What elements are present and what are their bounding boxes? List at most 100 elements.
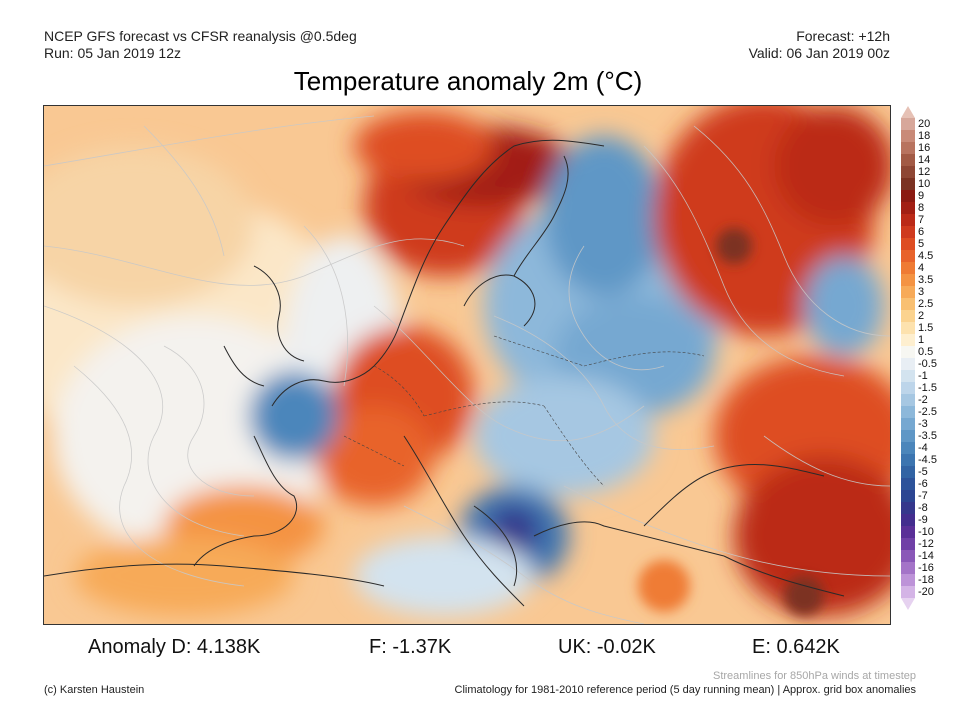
colorbar-swatch — [901, 502, 915, 514]
colorbar-label: -7 — [918, 490, 928, 502]
colorbar-swatch — [901, 178, 915, 190]
colorbar-swatch — [901, 550, 915, 562]
colorbar-swatch — [901, 190, 915, 202]
colorbar-label: -2 — [918, 394, 928, 406]
colorbar-label: 4 — [918, 262, 925, 274]
colorbar-swatch — [901, 154, 915, 166]
colorbar-swatch — [901, 574, 915, 586]
colorbar-label: -4.5 — [918, 454, 937, 466]
colorbar-label: -9 — [918, 514, 928, 526]
colorbar-swatch — [901, 142, 915, 154]
colorbar-label: -14 — [918, 550, 934, 562]
copyright-credit: (c) Karsten Haustein — [44, 684, 145, 696]
colorbar-swatch — [901, 346, 915, 358]
stat-germany: Anomaly D: 4.138K — [88, 636, 261, 658]
colorbar-swatch — [901, 358, 915, 370]
colorbar-swatch — [901, 430, 915, 442]
colorbar-swatch — [901, 274, 915, 286]
colorbar-label: -1.5 — [918, 382, 937, 394]
country-borders — [343, 335, 705, 487]
colorbar-swatch — [901, 214, 915, 226]
run-time: Run: 05 Jan 2019 12z — [44, 45, 181, 61]
colorbar-label: 6 — [918, 226, 925, 238]
colorbar-swatch — [901, 322, 915, 334]
colorbar-swatch — [901, 310, 915, 322]
colorbar-swatch — [901, 478, 915, 490]
colorbar-label: -10 — [918, 526, 934, 538]
forecast-info: Forecast: +12h Valid: 06 Jan 2019 00z — [749, 28, 890, 62]
colorbar-swatch — [901, 262, 915, 274]
colorbar-swatch — [901, 166, 915, 178]
colorbar-label: -2.5 — [918, 406, 937, 418]
colorbar-label: 1 — [918, 334, 925, 346]
forecast-lead: Forecast: +12h — [796, 28, 890, 44]
colorbar-label: 14 — [918, 154, 931, 166]
colorbar-label: 20 — [918, 118, 931, 130]
run-info: NCEP GFS forecast vs CFSR reanalysis @0.… — [44, 28, 357, 62]
colorbar-label: 0.5 — [918, 346, 934, 358]
colorbar-label: 18 — [918, 130, 931, 142]
colorbar-swatch — [901, 250, 915, 262]
colorbar-swatch — [901, 286, 915, 298]
valid-time: Valid: 06 Jan 2019 00z — [748, 45, 890, 61]
colorbar-label: -8 — [918, 502, 928, 514]
colorbar-label: 7 — [918, 214, 925, 226]
colorbar-label: 8 — [918, 202, 925, 214]
anomaly-shading — [44, 106, 890, 616]
colorbar-swatch — [901, 538, 915, 550]
colorbar-swatch — [901, 586, 915, 598]
colorbar-label: 3.5 — [918, 274, 934, 286]
colorbar-label: 1.5 — [918, 322, 934, 334]
model-description: NCEP GFS forecast vs CFSR reanalysis @0.… — [44, 28, 357, 44]
colorbar-swatch — [901, 466, 915, 478]
colorbar-label: 4.5 — [918, 250, 934, 262]
anomaly-stats: Anomaly D: 4.138K F: -1.37K UK: -0.02K E… — [0, 636, 960, 662]
colorbar-swatch — [901, 490, 915, 502]
colorbar-swatch — [901, 394, 915, 406]
colorbar-swatch — [901, 370, 915, 382]
colorbar-swatch — [901, 382, 915, 394]
colorbar-label: -12 — [918, 538, 934, 550]
colorbar-label: -16 — [918, 562, 934, 574]
coastlines — [44, 139, 845, 607]
colorbar-min-arrow — [901, 598, 915, 610]
colorbar-label: -1 — [918, 370, 928, 382]
colorbar-swatch — [901, 442, 915, 454]
anomaly-field — [44, 106, 890, 624]
colorbar-label: -0.5 — [918, 358, 937, 370]
colorbar-swatch — [901, 334, 915, 346]
colorbar-label: -20 — [918, 586, 934, 598]
colorbar-label: -5 — [918, 466, 928, 478]
colorbar-label: 12 — [918, 166, 931, 178]
anomaly-core-highlights — [638, 228, 824, 616]
wind-streamlines — [44, 115, 890, 624]
colorbar-swatch — [901, 406, 915, 418]
colorbar-label: -6 — [918, 478, 928, 490]
colorbar-label: -3 — [918, 418, 928, 430]
colorbar-swatch — [901, 130, 915, 142]
colorbar-label: 2 — [918, 310, 925, 322]
colorbar-label: 3 — [918, 286, 925, 298]
colorbar-label: 5 — [918, 238, 925, 250]
colorbar-swatch — [901, 298, 915, 310]
colorbar-swatch — [901, 526, 915, 538]
colorbar-swatch — [901, 202, 915, 214]
colorbar-label: 9 — [918, 190, 925, 202]
colorbar-label: -18 — [918, 574, 934, 586]
colorbar-max-arrow — [901, 106, 915, 118]
streamlines-note: Streamlines for 850hPa winds at timestep — [713, 670, 916, 682]
colorbar-swatch — [901, 238, 915, 250]
colorbar-swatch — [901, 226, 915, 238]
stat-uk: UK: -0.02K — [558, 636, 656, 658]
colorbar-label: 10 — [918, 178, 931, 190]
stat-france: F: -1.37K — [369, 636, 452, 658]
colorbar-swatch — [901, 454, 915, 466]
colorbar-label: 16 — [918, 142, 931, 154]
colorbar-label: 2.5 — [918, 298, 934, 310]
anomaly-map[interactable] — [43, 105, 891, 625]
colorbar-swatch — [901, 418, 915, 430]
colorbar-swatch — [901, 514, 915, 526]
colorbar-swatch — [901, 118, 915, 130]
colorbar-label: -4 — [918, 442, 928, 454]
climatology-note: Climatology for 1981-2010 reference peri… — [454, 684, 916, 696]
